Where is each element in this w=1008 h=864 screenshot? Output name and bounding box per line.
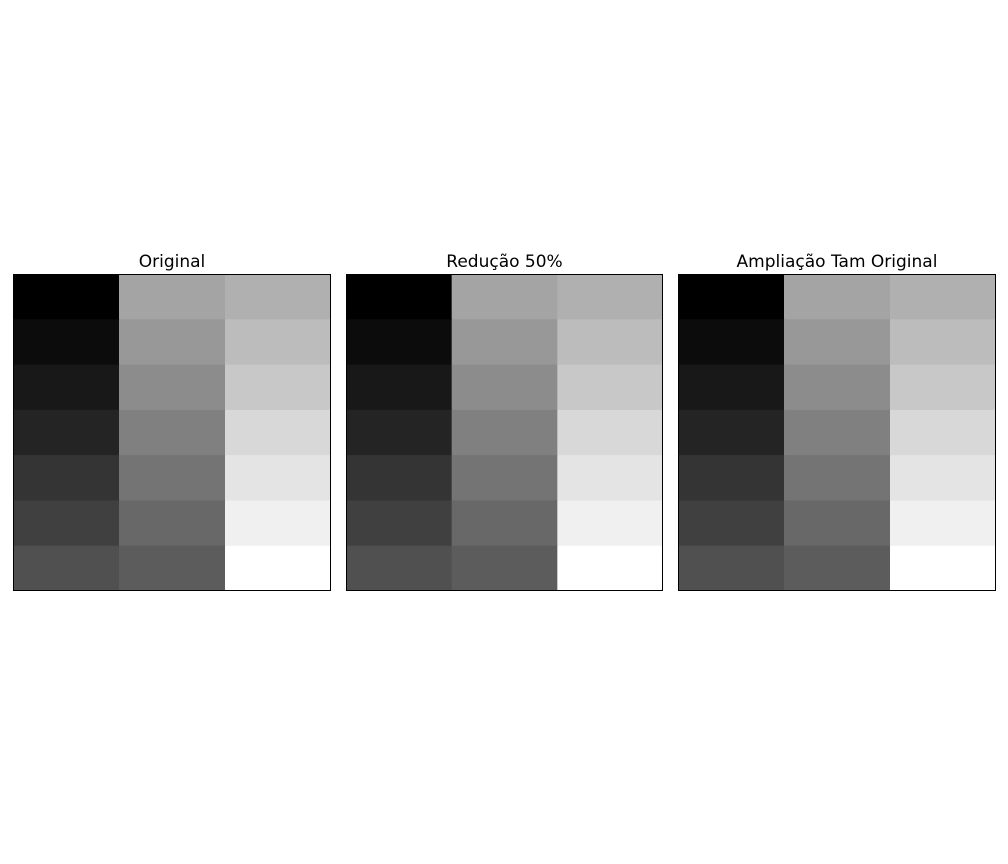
panel-title: Original [138, 252, 206, 272]
panel-title: Ampliação Tam Original [736, 252, 938, 272]
heatmap-cell-r6-c1 [784, 545, 891, 591]
heatmap-cell-r6-c0 [13, 545, 120, 591]
heatmap-cell-r1-c2 [890, 319, 996, 366]
panel-title: Redução 50% [446, 252, 563, 272]
heatmap-cell-r3-c2 [890, 409, 996, 456]
heatmap-cell-r1-c1 [784, 319, 891, 366]
heatmap-cell-r5-c2 [557, 500, 663, 547]
heatmap-cell-r6-c2 [557, 545, 663, 591]
heatmap-cell-r5-c1 [451, 500, 558, 547]
heatmap-cell-r1-c2 [557, 319, 663, 366]
heatmap-cell-r2-c0 [678, 364, 785, 411]
heatmap-enlarged [678, 274, 996, 591]
heatmap-cell-r3-c2 [225, 409, 331, 456]
heatmap-cell-r2-c2 [890, 364, 996, 411]
heatmap-cell-r6-c1 [119, 545, 226, 591]
heatmap-cell-r5-c0 [346, 500, 453, 547]
heatmap-cell-r3-c1 [451, 409, 558, 456]
heatmap-cell-r4-c0 [13, 455, 120, 502]
heatmap-cell-r4-c2 [890, 455, 996, 502]
heatmap-cell-r3-c0 [346, 409, 453, 456]
heatmap-cell-r1-c0 [678, 319, 785, 366]
heatmap-cell-r5-c0 [678, 500, 785, 547]
heatmap-cell-r1-c0 [13, 319, 120, 366]
heatmap-cell-r0-c1 [119, 274, 226, 320]
heatmap-cell-r2-c1 [119, 364, 226, 411]
heatmap-cell-r2-c1 [451, 364, 558, 411]
heatmap-cell-r2-c0 [346, 364, 453, 411]
heatmap-cell-r5-c2 [225, 500, 331, 547]
heatmap-cell-r4-c0 [678, 455, 785, 502]
heatmap-cell-r2-c2 [557, 364, 663, 411]
heatmap-cell-r3-c2 [557, 409, 663, 456]
heatmap-cell-r1-c1 [119, 319, 226, 366]
heatmap-cell-r3-c1 [784, 409, 891, 456]
heatmap-cell-r2-c2 [225, 364, 331, 411]
heatmap-cell-r0-c0 [346, 274, 453, 320]
axes-frame [13, 274, 331, 591]
heatmap-cell-r5-c1 [784, 500, 891, 547]
heatmap-cell-r0-c2 [890, 274, 996, 320]
heatmap-cell-r0-c1 [451, 274, 558, 320]
heatmap-cell-r0-c0 [678, 274, 785, 320]
heatmap-cell-r2-c0 [13, 364, 120, 411]
heatmap-cell-r4-c0 [346, 455, 453, 502]
heatmap-reduced [346, 274, 663, 591]
heatmap-original [13, 274, 331, 591]
heatmap-cell-r1-c1 [451, 319, 558, 366]
heatmap-cell-r0-c2 [557, 274, 663, 320]
axes-frame [346, 274, 663, 591]
heatmap-cell-r4-c1 [119, 455, 226, 502]
heatmap-cell-r6-c0 [678, 545, 785, 591]
axes-frame [678, 274, 996, 591]
heatmap-cell-r5-c1 [119, 500, 226, 547]
heatmap-cell-r4-c2 [225, 455, 331, 502]
heatmap-cell-r5-c0 [13, 500, 120, 547]
heatmap-cell-r0-c1 [784, 274, 891, 320]
heatmap-cell-r6-c2 [890, 545, 996, 591]
heatmap-cell-r6-c0 [346, 545, 453, 591]
heatmap-cell-r0-c0 [13, 274, 120, 320]
heatmap-cell-r3-c0 [678, 409, 785, 456]
heatmap-cell-r4-c1 [784, 455, 891, 502]
heatmap-cell-r1-c0 [346, 319, 453, 366]
heatmap-cell-r3-c1 [119, 409, 226, 456]
heatmap-cell-r5-c2 [890, 500, 996, 547]
heatmap-cell-r6-c1 [451, 545, 558, 591]
heatmap-cell-r0-c2 [225, 274, 331, 320]
heatmap-cell-r2-c1 [784, 364, 891, 411]
heatmap-cell-r4-c2 [557, 455, 663, 502]
heatmap-cell-r6-c2 [225, 545, 331, 591]
heatmap-cell-r3-c0 [13, 409, 120, 456]
heatmap-cell-r4-c1 [451, 455, 558, 502]
heatmap-cell-r1-c2 [225, 319, 331, 366]
